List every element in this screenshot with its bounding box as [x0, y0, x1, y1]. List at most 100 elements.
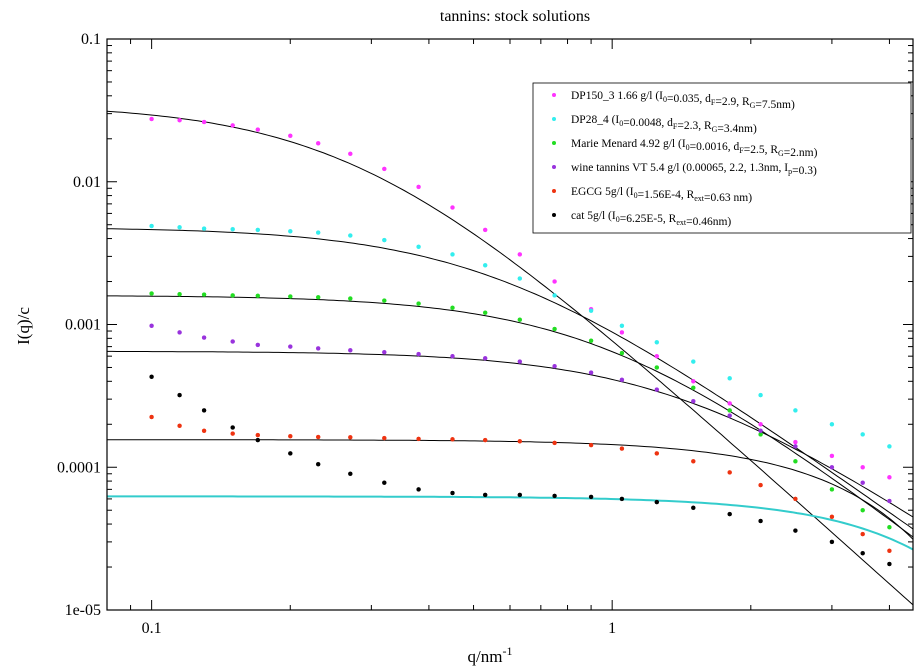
data-point — [619, 496, 625, 502]
data-point — [450, 252, 455, 257]
data-point — [288, 433, 293, 439]
data-point — [654, 499, 660, 505]
data-point — [793, 459, 798, 464]
legend-items: DP150_3 1.66 g/l (I0=0.035, dF=2.9, RG=7… — [552, 90, 818, 228]
data-point — [517, 252, 523, 257]
data-point — [315, 230, 321, 235]
data-point — [829, 487, 835, 492]
legend-marker — [552, 189, 556, 193]
data-point — [758, 392, 763, 398]
data-point — [255, 293, 261, 299]
legend-marker — [552, 213, 556, 217]
data-point — [758, 518, 763, 524]
data-point — [230, 339, 235, 344]
data-point — [230, 431, 235, 436]
data-point — [552, 440, 557, 446]
data-point — [177, 392, 182, 398]
legend-marker — [552, 165, 556, 169]
fit-curve — [107, 495, 914, 551]
data-point — [887, 548, 892, 554]
x-tick-label: 0.1 — [142, 620, 162, 637]
data-point — [619, 330, 625, 335]
data-point — [654, 353, 660, 359]
data-point — [348, 435, 353, 440]
data-point — [149, 414, 154, 420]
data-point — [416, 436, 421, 442]
data-point — [450, 437, 455, 442]
data-point — [288, 451, 293, 456]
data-point — [255, 342, 261, 348]
data-point — [588, 308, 594, 313]
x-axis-label: q/nm-1 — [468, 644, 513, 666]
data-point — [691, 398, 696, 404]
data-point — [315, 461, 321, 467]
data-point — [619, 323, 625, 329]
data-point — [727, 413, 732, 418]
y-tick-label: 1e-05 — [65, 602, 101, 619]
legend: DP150_3 1.66 g/l (I0=0.035, dF=2.9, RG=7… — [532, 82, 912, 234]
data-point — [201, 119, 207, 125]
data-point — [793, 439, 798, 445]
data-point — [829, 422, 835, 427]
data-point — [230, 293, 235, 298]
data-point — [727, 401, 732, 406]
data-point — [482, 227, 488, 233]
data-point — [654, 340, 660, 345]
data-point — [860, 465, 865, 470]
data-point — [450, 490, 455, 496]
fit-curves — [106, 110, 914, 606]
y-tick-label: 0.1 — [81, 31, 101, 48]
data-point — [829, 539, 835, 545]
fit-curve — [107, 350, 914, 518]
data-point — [149, 323, 154, 329]
data-point — [201, 335, 207, 340]
fit-curve — [107, 295, 914, 538]
data-point — [450, 205, 455, 210]
data-point — [860, 531, 865, 537]
fit-curve — [107, 439, 914, 540]
legend-label: DP28_4 (I0=0.0048, dF=2.3, RG=3.4nm) — [571, 114, 757, 135]
data-point — [517, 492, 523, 498]
data-point — [482, 437, 488, 443]
data-point — [382, 480, 387, 485]
legend-marker — [552, 117, 556, 121]
data-point — [482, 356, 488, 361]
data-point — [588, 338, 594, 343]
data-point — [315, 434, 321, 440]
legend-label: wine tannins VT 5.4 g/l (0.00065, 2.2, 1… — [571, 162, 817, 177]
data-point — [382, 237, 387, 243]
data-point — [654, 387, 660, 392]
data-point — [348, 296, 353, 301]
data-point — [727, 511, 732, 517]
data-point — [517, 276, 523, 281]
data-point — [288, 344, 293, 349]
data-point — [691, 379, 696, 384]
data-point — [691, 359, 696, 364]
data-point — [887, 475, 892, 480]
data-point — [288, 133, 293, 139]
data-point — [758, 422, 763, 427]
data-point — [288, 229, 293, 234]
data-point — [860, 432, 865, 437]
data-point — [793, 496, 798, 502]
data-point — [517, 359, 523, 364]
data-point — [382, 435, 387, 441]
data-point — [315, 346, 321, 351]
data-point — [382, 298, 387, 303]
data-point — [691, 459, 696, 464]
data-point — [860, 507, 865, 513]
legend-label: EGCG 5g/l (I0=1.56E-4, Rext=0.63 nm) — [571, 186, 752, 204]
data-point — [727, 408, 732, 413]
data-point — [255, 127, 261, 132]
data-point — [382, 166, 387, 172]
data-point — [230, 123, 235, 128]
data-point — [315, 141, 321, 146]
data-point — [654, 451, 660, 456]
data-point — [552, 293, 557, 298]
data-point — [177, 225, 182, 230]
data-point — [482, 263, 488, 268]
data-point — [315, 295, 321, 300]
data-point — [793, 528, 798, 533]
data-point — [829, 453, 835, 459]
